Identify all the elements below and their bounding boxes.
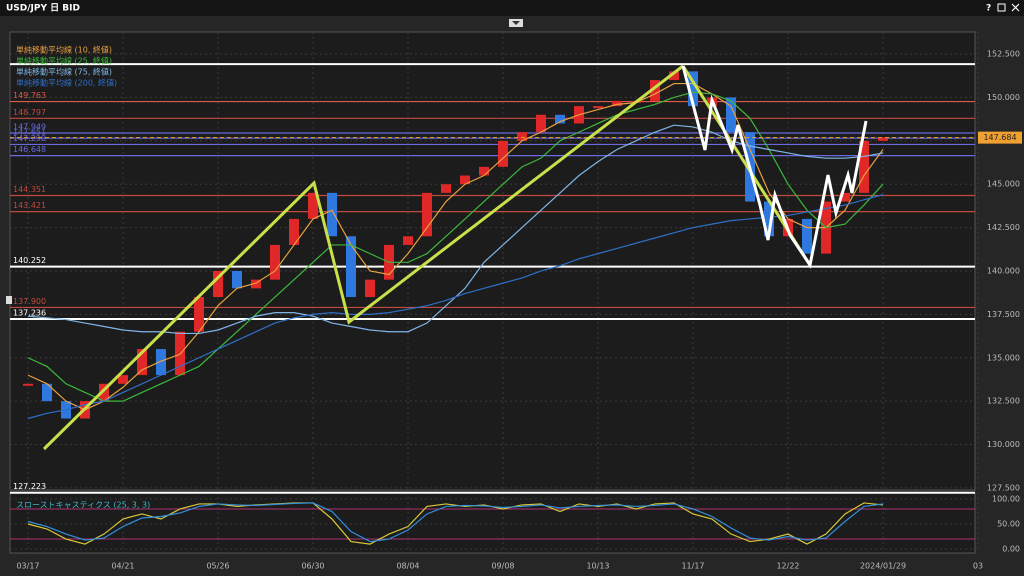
last-price-tag <box>978 131 1022 144</box>
price-bar <box>479 166 489 176</box>
price-bar <box>118 375 128 384</box>
x-tick-label: 08/04 <box>396 562 419 571</box>
maximize-button[interactable] <box>997 3 1006 12</box>
series-line <box>27 194 884 420</box>
series-line <box>27 502 884 543</box>
series-line <box>27 502 884 545</box>
indicator-title: スローストキャスティクス (25, 3, 3) <box>16 501 150 510</box>
price-bar <box>517 132 527 141</box>
stoch-panel <box>9 492 976 554</box>
level-label: 127.223 <box>13 482 46 491</box>
y-tick-label: 145.000 <box>987 180 1020 189</box>
legend-label: 単純移動平均線 (25, 終値) <box>16 56 112 66</box>
side-handle[interactable] <box>6 296 12 304</box>
price-bar <box>156 349 166 376</box>
price-bar <box>403 236 413 245</box>
x-tick-label: 03 <box>973 562 983 571</box>
price-bar <box>593 106 603 109</box>
y-tick-label: 142.500 <box>987 223 1020 232</box>
price-bar <box>289 218 299 245</box>
x-tick-label: 10/13 <box>586 562 609 571</box>
y-tick-label: 137.500 <box>987 310 1020 319</box>
level-label: 149.763 <box>13 91 46 100</box>
price-bar <box>213 270 223 298</box>
level-label: 147.290 <box>13 134 46 143</box>
price-bar <box>859 140 869 193</box>
x-tick-label: 06/30 <box>301 562 324 571</box>
level-label: 137.900 <box>13 297 46 306</box>
close-button[interactable] <box>1011 3 1020 12</box>
price-bar <box>536 114 546 133</box>
x-tick-label: 04/21 <box>111 562 134 571</box>
price-bar <box>422 192 432 237</box>
toggle-arrow <box>512 21 520 25</box>
x-tick-label: 12/22 <box>776 562 799 571</box>
price-bar <box>802 218 812 254</box>
legend-label: 単純移動平均線 (200, 終値) <box>16 78 117 88</box>
x-tick-label: 09/08 <box>491 562 514 571</box>
price-bar <box>441 184 451 193</box>
window-title: USD/JPY 日 BID <box>6 3 80 14</box>
title-bar <box>0 0 1024 16</box>
level-label: 144.351 <box>13 185 46 194</box>
price-bar <box>840 192 850 202</box>
level-label: 143.421 <box>13 201 46 210</box>
price-bar <box>764 201 774 237</box>
last-price-label: 147.684 <box>983 133 1016 142</box>
level-label: 148.797 <box>13 108 46 117</box>
y-tick-label: 100.00 <box>992 494 1020 503</box>
legend-label: 単純移動平均線 (75, 終値) <box>16 67 112 77</box>
y-tick-label: 127.500 <box>987 483 1020 492</box>
price-bar <box>346 236 356 298</box>
price-bar <box>612 100 622 107</box>
y-tick-label: 0.00 <box>1002 545 1020 554</box>
wave-zigzag <box>681 65 868 269</box>
series-line <box>27 82 884 411</box>
price-bar <box>688 71 698 107</box>
price-bar <box>555 114 565 124</box>
price-bar <box>726 97 736 133</box>
price-bar <box>498 140 508 167</box>
price-bar <box>878 137 888 141</box>
price-bar <box>460 175 470 185</box>
y-tick-label: 152.500 <box>987 50 1020 59</box>
price-bar <box>650 80 660 101</box>
y-tick-label: 135.000 <box>987 353 1020 362</box>
x-tick-label: 11/17 <box>681 562 704 571</box>
price-bar <box>251 279 261 289</box>
y-tick-label: 140.000 <box>987 266 1020 275</box>
price-bar <box>308 192 318 219</box>
level-label: 140.252 <box>13 256 46 265</box>
price-bar <box>327 192 337 237</box>
level-label: 146.648 <box>13 145 46 154</box>
x-tick-label: 05/26 <box>206 562 229 571</box>
trend-zigzag <box>42 64 684 451</box>
price-bar <box>194 297 204 332</box>
y-tick-label: 50.00 <box>997 520 1020 529</box>
y-tick-label: 132.500 <box>987 397 1020 406</box>
level-label: 147.651 <box>13 128 46 137</box>
price-bar <box>232 270 242 289</box>
y-tick-label: 150.000 <box>987 93 1020 102</box>
price-bar <box>365 279 375 298</box>
price-bar <box>137 349 147 376</box>
x-tick-label: 2024/01/29 <box>860 562 906 571</box>
level-label: 147.949 <box>13 123 46 132</box>
y-tick-label: 130.000 <box>987 440 1020 449</box>
x-tick-label: 03/17 <box>16 562 39 571</box>
legend-label: 単純移動平均線 (10, 終値) <box>16 45 112 55</box>
price-bar <box>99 383 109 402</box>
price-bar <box>42 383 52 402</box>
main-panel <box>9 31 976 491</box>
series-line <box>27 91 884 402</box>
level-label: 137.236 <box>13 308 46 317</box>
price-bar <box>270 244 280 280</box>
help-button[interactable]: ? <box>986 4 991 14</box>
price-bar <box>669 71 679 81</box>
price-bar <box>23 383 33 386</box>
